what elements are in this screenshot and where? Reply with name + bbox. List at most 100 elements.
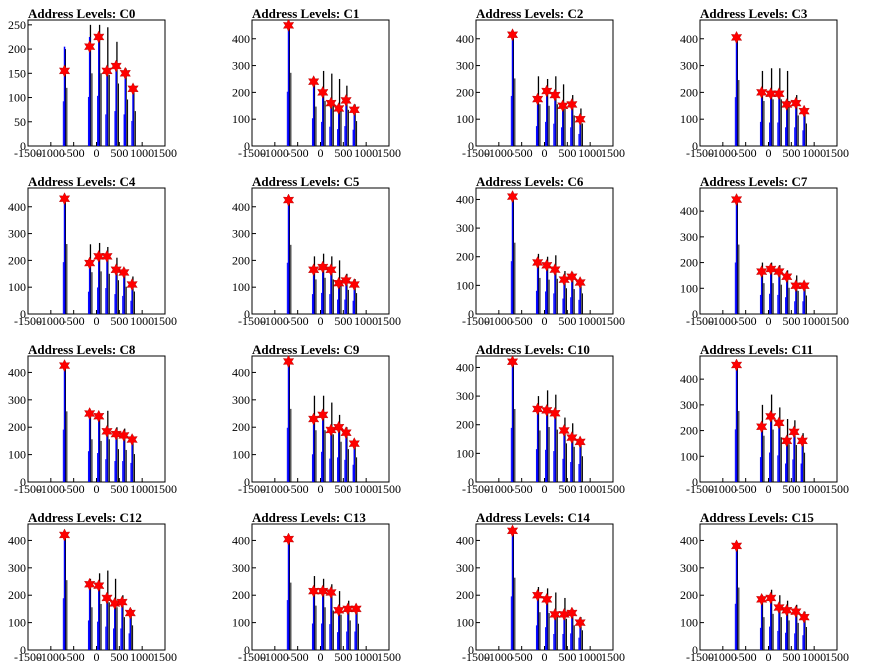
y-tick-label: 300	[232, 227, 250, 241]
x-tick-label: -1000	[709, 314, 737, 328]
y-tick-label: 300	[680, 398, 698, 412]
peak-marker	[308, 412, 320, 426]
x-tick-label: 1500	[825, 482, 849, 496]
y-tick-label: 400	[232, 32, 250, 46]
peak-marker	[790, 96, 802, 110]
x-tick-label: -1500	[462, 146, 490, 160]
x-tick-label: -1000	[485, 650, 513, 664]
chart-panel: 0 100 200 300 400 -1500 -1000 -500 0 500 1000 1500 A…	[224, 336, 448, 504]
peak-marker	[790, 605, 802, 619]
x-tick-label: -1000	[37, 482, 65, 496]
x-tick-label: 1500	[377, 146, 401, 160]
chart-title: Address Levels: C14	[476, 510, 590, 525]
x-tick-label: 500	[110, 650, 128, 664]
x-tick-label: -1500	[238, 482, 266, 496]
y-tick-label: 300	[680, 561, 698, 575]
y-tick-label: 200	[680, 85, 698, 99]
y-tick-label: 0	[20, 139, 26, 153]
y-tick-label: 250	[8, 18, 26, 32]
x-tick-label: 1500	[601, 314, 625, 328]
peak-marker	[549, 406, 561, 420]
x-tick-label: 0	[94, 314, 100, 328]
chart-panel: 0 100 200 300 400 -1500 -1000 -500 0 500 1000 1500 A…	[448, 504, 672, 672]
peak-marker	[317, 260, 329, 274]
peak-marker	[506, 355, 519, 369]
x-tick-label: 1500	[153, 650, 177, 664]
x-tick-label: -1000	[709, 650, 737, 664]
peak-marker	[756, 85, 768, 99]
x-tick-label: -1500	[238, 146, 266, 160]
x-tick-label: 500	[782, 146, 800, 160]
x-tick-label: 0	[318, 482, 324, 496]
peak-marker	[340, 93, 352, 107]
x-tick-label: 1500	[825, 650, 849, 664]
chart-panel: 0 100 200 300 400 -1500 -1000 -500 0 500 1000 1500 A…	[448, 0, 672, 168]
y-tick-label: 200	[680, 256, 698, 270]
y-tick-label: 400	[456, 192, 474, 206]
y-tick-label: 0	[244, 139, 250, 153]
chart-panel: 0 100 200 300 400 -1500 -1000 -500 0 500 1000 1500 A…	[448, 336, 672, 504]
peak-marker	[574, 616, 586, 630]
y-tick-label: 300	[8, 393, 26, 407]
x-tick-label: -1500	[14, 146, 42, 160]
y-tick-label: 0	[692, 643, 698, 657]
peak-marker	[110, 427, 122, 441]
x-tick-label: 1500	[825, 314, 849, 328]
y-tick-label: 0	[244, 307, 250, 321]
y-tick-label: 400	[456, 32, 474, 46]
x-tick-label: 0	[318, 146, 324, 160]
peak-marker	[119, 66, 131, 80]
chart-panel: 0 100 200 300 400 -1500 -1000 -500 0 500 1000 1500 A…	[0, 168, 224, 336]
chart-title: Address Levels: C4	[28, 174, 136, 189]
x-tick-label: -500	[287, 146, 309, 160]
y-tick-label: 0	[468, 139, 474, 153]
peak-marker	[101, 591, 113, 605]
peak-marker	[756, 265, 768, 279]
plot-frame	[475, 19, 614, 147]
y-tick-label: 100	[680, 281, 698, 295]
y-tick-label: 400	[680, 204, 698, 218]
peak-marker	[532, 402, 544, 416]
chart-panel: 0 100 200 300 400 -1500 -1000 -500 0 500 1000 1500 A…	[0, 336, 224, 504]
y-tick-label: 300	[232, 393, 250, 407]
peak-marker	[93, 409, 105, 423]
y-tick-label: 0	[244, 643, 250, 657]
peak-marker	[110, 59, 122, 73]
x-tick-label: 0	[94, 650, 100, 664]
peak-marker	[93, 249, 105, 263]
peak-marker	[549, 88, 561, 102]
x-tick-label: -500	[735, 650, 757, 664]
x-tick-label: -1000	[37, 146, 65, 160]
peak-marker	[282, 355, 295, 368]
x-tick-label: -1000	[261, 314, 289, 328]
y-tick-label: 400	[680, 533, 698, 547]
y-tick-label: 0	[244, 475, 250, 489]
x-tick-label: -500	[735, 482, 757, 496]
y-tick-label: 0	[692, 475, 698, 489]
peak-marker	[342, 602, 354, 616]
y-tick-label: 200	[8, 253, 26, 267]
x-tick-label: 500	[334, 482, 352, 496]
x-tick-label: -500	[63, 146, 85, 160]
x-tick-label: -1500	[238, 650, 266, 664]
peak-marker	[532, 255, 544, 269]
peak-marker	[340, 274, 352, 287]
x-tick-label: 1000	[130, 482, 154, 496]
y-tick-label: 200	[456, 85, 474, 99]
x-tick-label: -500	[63, 650, 85, 664]
chart-title: Address Levels: C3	[700, 6, 808, 21]
y-tick-label: 200	[680, 424, 698, 438]
peak-marker	[308, 263, 320, 277]
peak-marker	[340, 426, 352, 440]
peak-marker	[788, 425, 800, 439]
plot-frame	[699, 187, 838, 315]
plot-frame	[251, 355, 390, 483]
peak-marker	[308, 584, 320, 598]
peak-marker	[798, 104, 810, 118]
peak-marker	[730, 358, 743, 372]
x-tick-label: 1500	[153, 314, 177, 328]
